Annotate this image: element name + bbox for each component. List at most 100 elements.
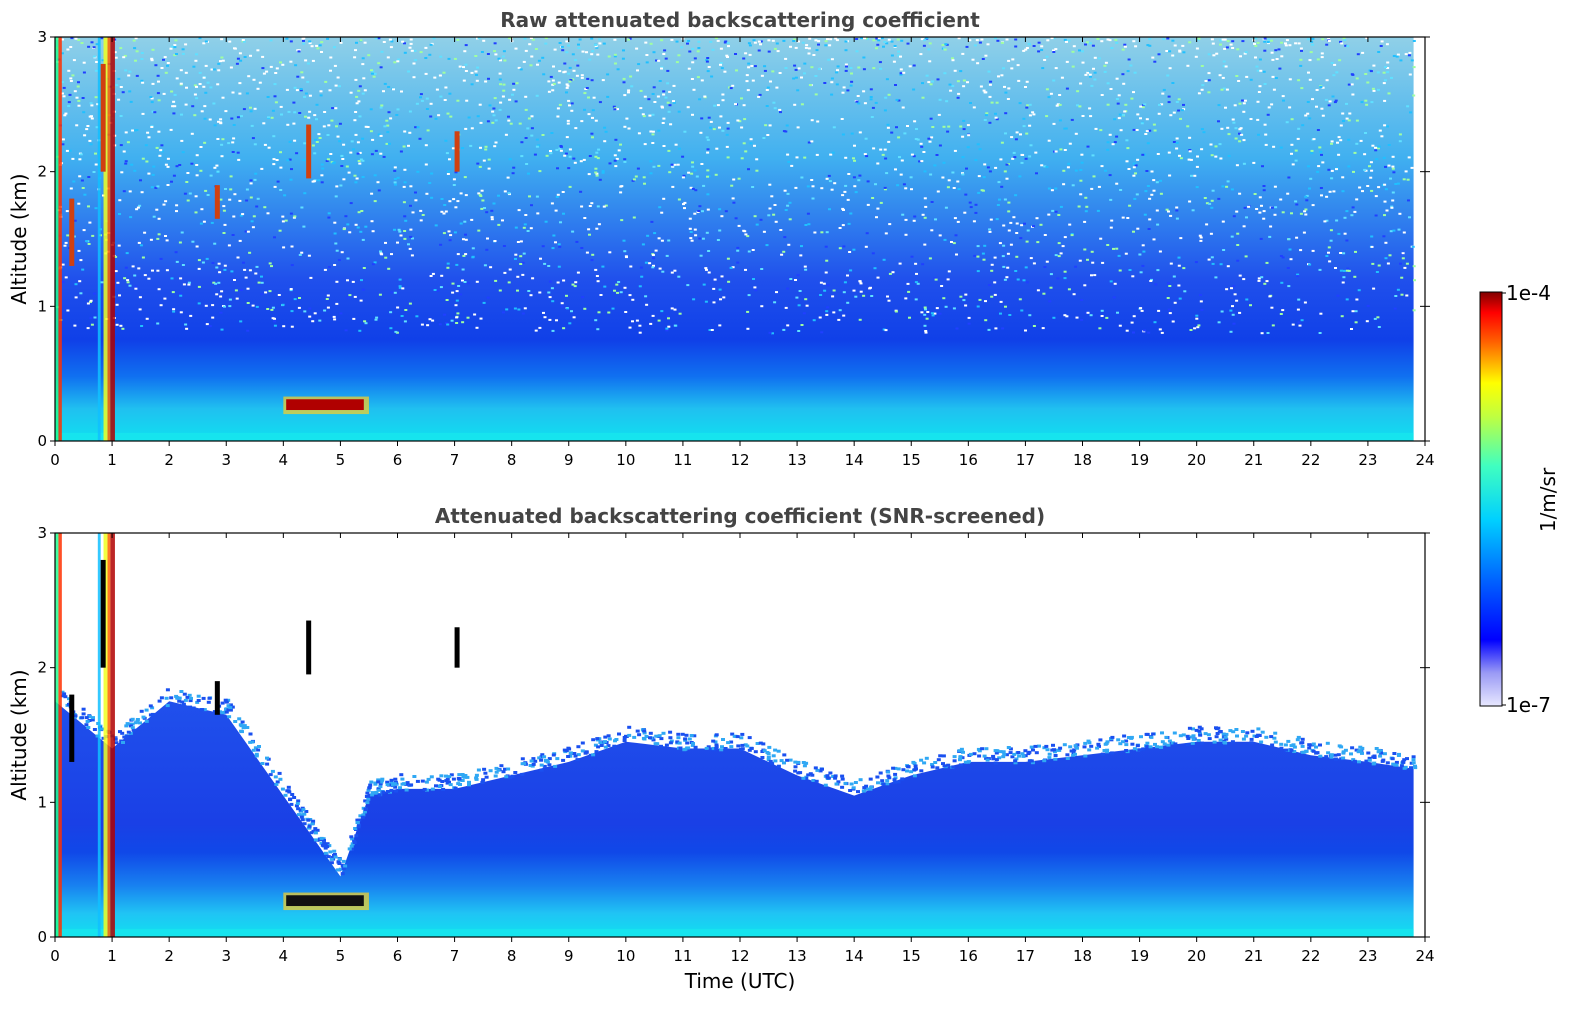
noise-pixel bbox=[304, 115, 307, 118]
noise-pixel bbox=[529, 64, 533, 67]
noise-pixel bbox=[1325, 79, 1329, 82]
noise-pixel bbox=[846, 198, 850, 201]
noise-pixel bbox=[931, 126, 935, 128]
noise-pixel bbox=[88, 139, 92, 142]
noise-pixel bbox=[1175, 101, 1179, 103]
edge-fragment bbox=[1273, 731, 1278, 735]
noise-pixel bbox=[419, 93, 423, 96]
noise-pixel bbox=[490, 209, 494, 212]
noise-pixel bbox=[1279, 198, 1283, 201]
edge-fragment bbox=[1376, 750, 1381, 754]
noise-pixel bbox=[289, 212, 293, 215]
edge-fragment bbox=[576, 745, 581, 749]
noise-pixel bbox=[69, 46, 73, 48]
noise-pixel bbox=[445, 322, 448, 325]
noise-pixel bbox=[1407, 54, 1411, 57]
noise-pixel bbox=[1067, 162, 1071, 165]
noise-pixel bbox=[1215, 52, 1219, 55]
edge-fragment bbox=[1230, 740, 1235, 744]
noise-pixel bbox=[1011, 58, 1015, 61]
noise-pixel bbox=[568, 148, 572, 151]
noise-pixel bbox=[118, 294, 121, 297]
noise-pixel bbox=[808, 84, 812, 86]
noise-pixel bbox=[1387, 164, 1391, 167]
noise-pixel bbox=[303, 95, 307, 98]
edge-fragment bbox=[381, 790, 386, 794]
noise-pixel bbox=[477, 229, 481, 232]
noise-pixel bbox=[1049, 92, 1053, 95]
noise-pixel bbox=[765, 244, 769, 247]
noise-pixel bbox=[313, 114, 317, 117]
edge-fragment bbox=[1052, 750, 1057, 754]
noise-pixel bbox=[1238, 274, 1242, 277]
edge-fragment bbox=[753, 750, 758, 754]
noise-pixel bbox=[1378, 129, 1382, 132]
noise-pixel bbox=[1270, 306, 1274, 309]
noise-pixel bbox=[134, 37, 138, 40]
noise-pixel bbox=[228, 298, 232, 301]
edge-fragment bbox=[539, 758, 544, 762]
noise-pixel bbox=[184, 43, 188, 46]
edge-fragment bbox=[823, 783, 828, 787]
noise-pixel bbox=[705, 268, 708, 271]
noise-pixel bbox=[930, 136, 934, 139]
noise-pixel bbox=[814, 39, 818, 42]
edge-fragment bbox=[467, 780, 471, 784]
noise-pixel bbox=[670, 38, 674, 41]
noise-pixel bbox=[699, 131, 703, 134]
noise-pixel bbox=[92, 55, 96, 58]
noise-pixel bbox=[562, 279, 566, 282]
noise-pixel bbox=[578, 38, 582, 41]
edge-fragment bbox=[533, 759, 538, 763]
noise-pixel bbox=[179, 294, 183, 297]
noise-pixel bbox=[102, 194, 105, 197]
noise-pixel bbox=[815, 49, 819, 52]
noise-pixel bbox=[757, 40, 761, 43]
noise-pixel bbox=[1106, 38, 1110, 41]
noise-pixel bbox=[594, 268, 598, 271]
noise-pixel bbox=[651, 113, 655, 116]
edge-fragment bbox=[1110, 735, 1115, 739]
noise-pixel bbox=[751, 79, 755, 82]
noise-pixel bbox=[762, 137, 766, 139]
noise-pixel bbox=[231, 91, 235, 94]
edge-fragment bbox=[365, 791, 370, 795]
noise-pixel bbox=[258, 81, 262, 84]
edge-fragment bbox=[84, 716, 89, 720]
noise-pixel bbox=[279, 61, 282, 64]
noise-pixel bbox=[1340, 315, 1344, 318]
edge-fragment bbox=[909, 770, 914, 774]
edge-fragment bbox=[84, 723, 89, 727]
noise-pixel bbox=[674, 143, 678, 146]
x-axis-ticks: 0 1 2 3 4 5 6 7 8 9 10 11 12 13 14 15 16 17 18 19 20 21 22 23 24 bbox=[50, 37, 1435, 469]
edge-fragment bbox=[773, 748, 778, 752]
edge-fragment bbox=[289, 802, 294, 806]
noise-pixel bbox=[1165, 208, 1169, 211]
noise-pixel bbox=[1084, 210, 1088, 213]
edge-fragment bbox=[1214, 735, 1219, 739]
noise-pixel bbox=[1058, 94, 1062, 96]
noise-pixel bbox=[764, 124, 768, 127]
noise-pixel bbox=[716, 104, 720, 107]
noise-pixel bbox=[591, 253, 595, 256]
noise-pixel bbox=[429, 43, 433, 46]
noise-pixel bbox=[667, 239, 671, 242]
noise-pixel bbox=[354, 111, 358, 113]
noise-pixel bbox=[212, 102, 216, 105]
edge-fragment bbox=[341, 859, 346, 863]
noise-pixel bbox=[962, 299, 966, 302]
noise-pixel bbox=[223, 264, 227, 267]
noise-pixel bbox=[471, 255, 475, 258]
noise-pixel bbox=[950, 241, 953, 243]
noise-pixel bbox=[667, 317, 670, 320]
noise-pixel bbox=[568, 185, 572, 188]
noise-pixel bbox=[904, 218, 908, 221]
noise-pixel bbox=[1341, 281, 1345, 284]
noise-pixel bbox=[1404, 53, 1408, 56]
edge-fragment bbox=[808, 772, 813, 776]
noise-pixel bbox=[643, 182, 646, 185]
noise-pixel bbox=[895, 126, 898, 129]
noise-pixel bbox=[1182, 51, 1186, 54]
noise-pixel bbox=[228, 198, 232, 201]
noise-pixel bbox=[83, 193, 87, 196]
